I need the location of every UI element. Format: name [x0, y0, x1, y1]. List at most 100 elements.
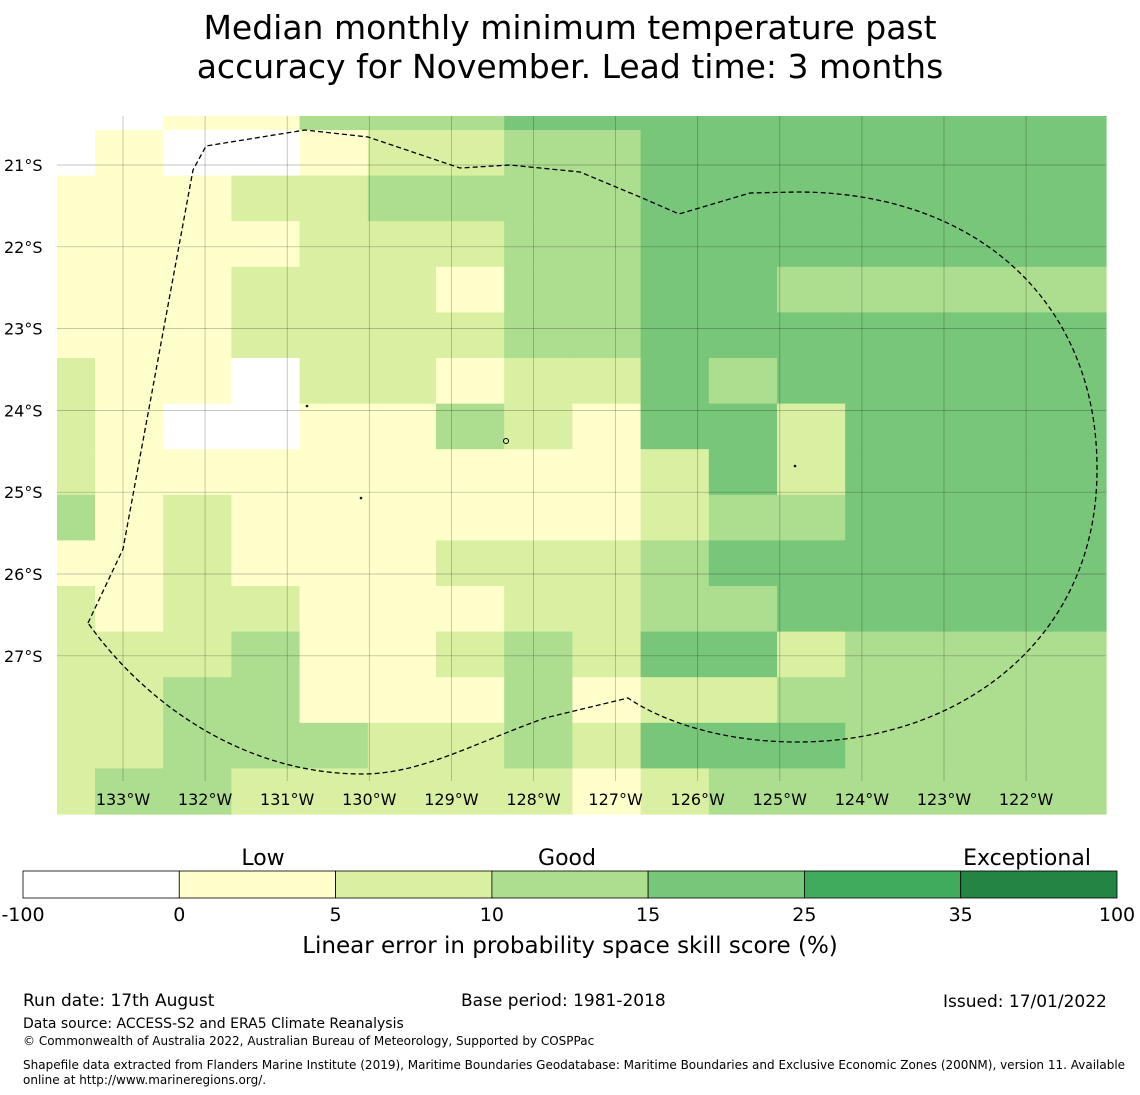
grid-cell — [367, 449, 437, 496]
grid-cell — [231, 586, 301, 633]
grid-cell — [640, 631, 710, 678]
map-title-line-1: Median monthly minimum temperature past — [203, 8, 937, 47]
grid-cell — [504, 631, 573, 678]
grid-cell — [777, 266, 846, 313]
longitude-label: 126°W — [671, 790, 726, 809]
legend-boundary-label: 35 — [949, 904, 973, 926]
grid-cell — [299, 130, 369, 177]
grid-cell — [504, 358, 573, 405]
grid-cell — [436, 494, 505, 541]
grid-cell — [231, 403, 301, 450]
longitude-label: 132°W — [178, 790, 233, 809]
grid-cell — [231, 358, 301, 405]
grid-cell — [367, 312, 437, 359]
grid-cell — [504, 540, 573, 587]
grid-cell — [57, 631, 96, 678]
legend-category-good: Good — [538, 846, 596, 871]
grid-cell — [299, 175, 369, 222]
grid-cell — [777, 677, 846, 724]
grid-cell — [95, 312, 164, 359]
grid-cell — [436, 130, 505, 177]
longitude-label: 123°W — [917, 790, 972, 809]
grid-cell — [367, 266, 437, 313]
skill-score-map: 133°W 132°W 131°W 130°W 129°W 128°W 127°W 126°W… — [1, 116, 1135, 959]
grid-cell — [231, 130, 301, 177]
grid-cell — [163, 722, 232, 769]
eez-boundary — [87, 129, 1098, 775]
islet — [793, 464, 797, 468]
grid-cell — [163, 586, 232, 633]
base-period: Base period: 1981-2018 — [461, 991, 666, 1011]
grid-cell — [777, 722, 846, 769]
legend-swatch — [335, 870, 493, 899]
latitude-label: 26°S — [4, 565, 43, 584]
grid-cell — [777, 358, 846, 405]
grid-cell — [572, 266, 642, 313]
grid-cell — [95, 722, 164, 769]
grid-cell — [231, 494, 301, 541]
longitude-label: 125°W — [753, 790, 808, 809]
longitude-label: 128°W — [506, 790, 561, 809]
grid-cell — [299, 722, 369, 769]
grid-cell — [777, 631, 846, 678]
grid-cell — [163, 221, 232, 268]
grid-cell — [572, 116, 642, 131]
longitude-label: 133°W — [96, 790, 151, 809]
grid-cell — [777, 175, 846, 222]
grid-cell — [163, 677, 232, 724]
grid-cell — [708, 722, 778, 769]
grid-cell — [299, 631, 369, 678]
grid-cell — [57, 130, 96, 177]
grid-cell — [299, 312, 369, 359]
grid-cell — [231, 631, 301, 678]
grid-cell — [367, 631, 437, 678]
grid-cell — [57, 175, 96, 222]
grid-cell — [777, 130, 846, 177]
grid-cell — [572, 631, 642, 678]
grid-cell — [436, 677, 505, 724]
run-date: Run date: 17th August — [23, 991, 215, 1011]
map-title-line-2: accuracy for November. Lead time: 3 mont… — [196, 47, 944, 86]
grid-cell — [572, 722, 642, 769]
legend-swatch — [804, 870, 962, 899]
legend-category-low: Low — [241, 846, 284, 871]
grid-cell — [95, 175, 164, 222]
graticule-lines — [57, 116, 1106, 781]
islet — [503, 438, 509, 444]
legend-boundary-label: 25 — [792, 904, 816, 926]
grid-cell — [572, 586, 642, 633]
grid-cell — [845, 175, 1107, 222]
grid-cell — [57, 221, 96, 268]
grid-cell — [708, 586, 778, 633]
grid-cell — [299, 494, 369, 541]
grid-cell — [95, 403, 164, 450]
grid-cell — [367, 403, 437, 450]
grid-cell — [572, 494, 642, 541]
legend-boundary-label: 100 — [1099, 904, 1135, 926]
shapefile-citation-line-2: online at http://www.marineregions.org/. — [23, 1073, 267, 1087]
copyright: © Commonwealth of Australia 2022, Austra… — [23, 1034, 595, 1048]
grid-cell — [708, 358, 778, 405]
grid-cell — [708, 221, 778, 268]
grid-cell — [163, 449, 232, 496]
grid-cell — [163, 130, 232, 177]
grid-cell — [572, 677, 642, 724]
grid-cell — [640, 768, 710, 815]
grid-cell — [95, 768, 164, 815]
grid-cell — [708, 130, 778, 177]
grid-cell — [57, 403, 96, 450]
legend-boundary-label: -100 — [1, 904, 44, 926]
grid-cell — [572, 130, 642, 177]
grid-cell — [777, 449, 846, 496]
grid-cell — [845, 130, 1107, 177]
grid-cell — [367, 586, 437, 633]
grid-cell — [367, 358, 437, 405]
grid-cell — [640, 677, 710, 724]
latitude-label: 25°S — [4, 483, 43, 502]
grid-cell — [504, 449, 573, 496]
grid-cell — [299, 449, 369, 496]
latitude-label: 22°S — [4, 238, 43, 257]
grid-cell — [708, 677, 778, 724]
grid-cell — [436, 768, 505, 815]
grid-cell — [57, 358, 96, 405]
